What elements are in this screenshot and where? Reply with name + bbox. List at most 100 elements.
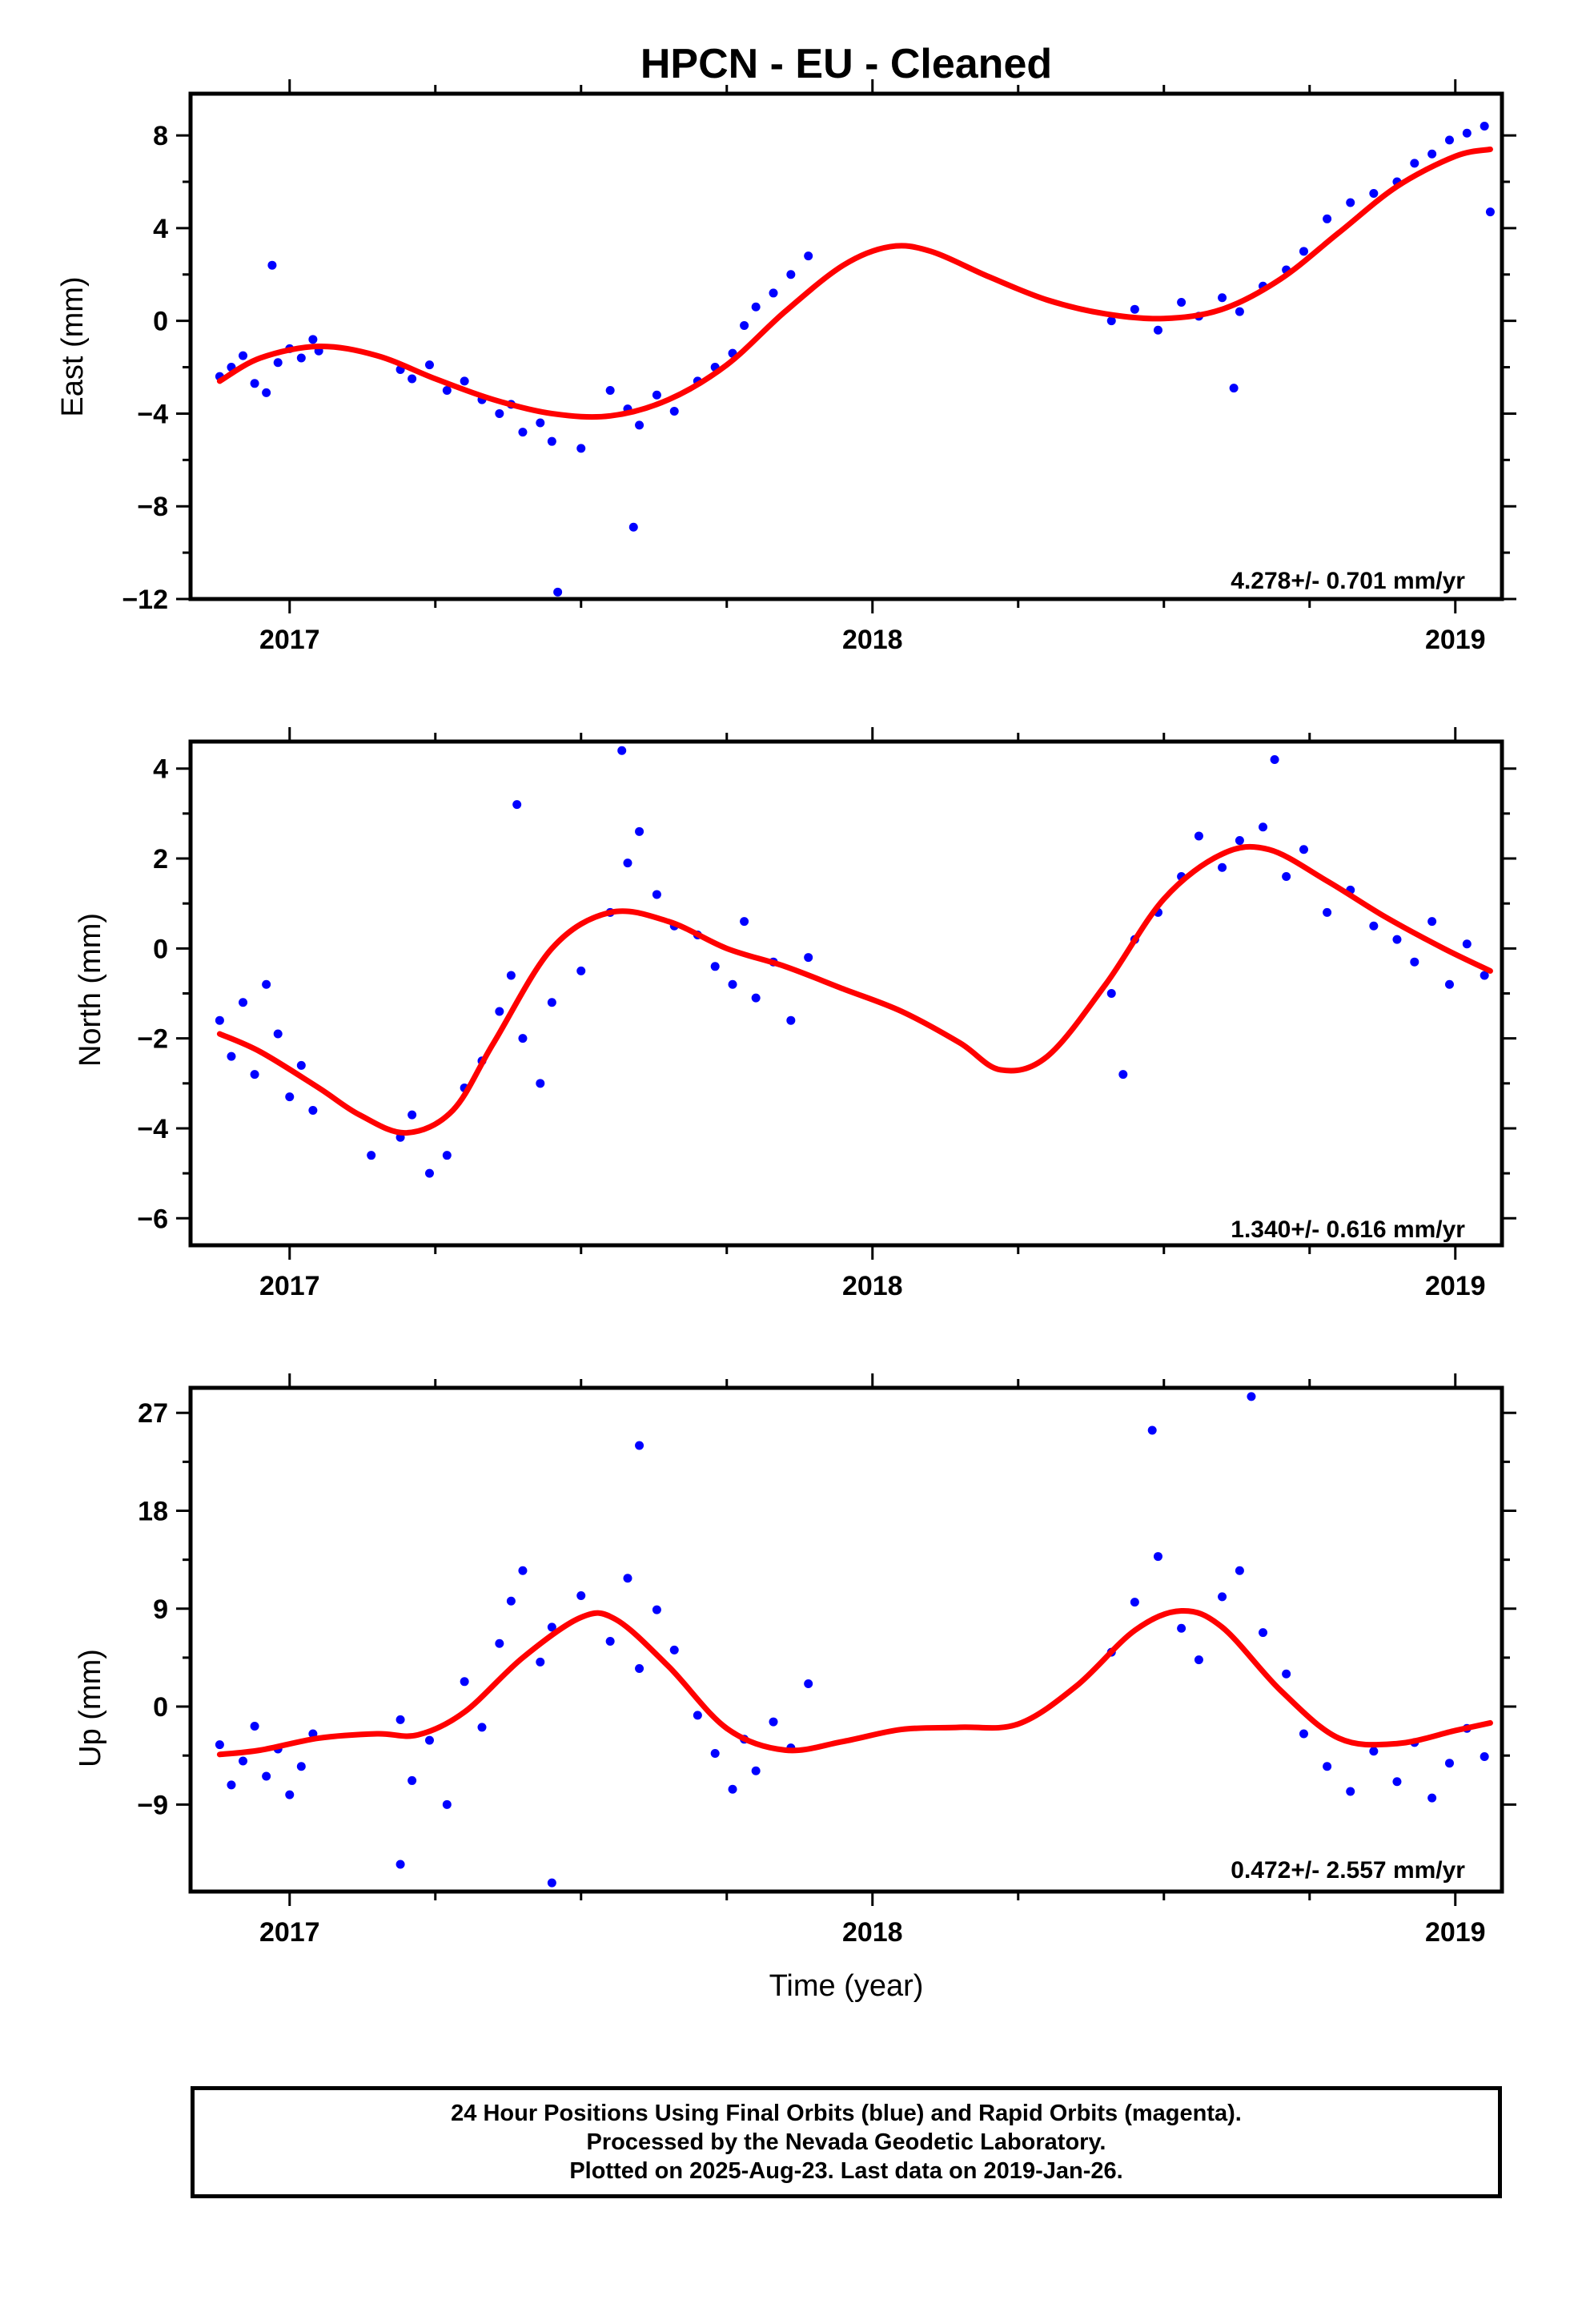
- plot-area-up: [215, 1392, 1493, 1888]
- data-point-east: [408, 374, 417, 384]
- data-point-up: [1218, 1592, 1227, 1602]
- data-point-north: [1235, 836, 1244, 846]
- data-point-east: [1480, 122, 1489, 131]
- panel-north: North (mm) 1.340+/- 0.616 mm/yr 2017 2018…: [74, 727, 1516, 1301]
- y-tick-label-east: 8: [153, 121, 168, 151]
- data-point-north: [536, 1079, 545, 1088]
- data-point-east: [1235, 307, 1244, 316]
- data-point-up: [652, 1605, 661, 1614]
- data-point-east: [669, 407, 679, 416]
- x-tick-label-east-2019: 2019: [1425, 625, 1486, 655]
- data-point-up: [1282, 1669, 1291, 1679]
- data-point-up: [1392, 1777, 1402, 1787]
- data-point-north: [652, 890, 661, 899]
- data-point-up: [576, 1590, 586, 1600]
- data-point-east: [553, 587, 563, 597]
- footer-line-1: 24 Hour Positions Using Final Orbits (bl…: [451, 2101, 1242, 2126]
- data-point-east: [1299, 247, 1308, 256]
- x-tick-label-east-2017: 2017: [259, 625, 320, 655]
- data-point-north: [506, 971, 516, 980]
- y-tick-label-up: −9: [137, 1790, 168, 1820]
- data-point-up: [1427, 1793, 1437, 1803]
- data-point-up: [1259, 1628, 1268, 1638]
- data-point-east: [635, 420, 644, 430]
- data-point-north: [1259, 822, 1268, 832]
- y-tick-label-north: 2: [153, 844, 168, 875]
- data-point-north: [1194, 831, 1203, 841]
- data-point-north: [1118, 1070, 1128, 1080]
- data-point-east: [536, 418, 545, 428]
- rate-label-north: 1.340+/- 0.616 mm/yr: [1231, 1216, 1465, 1243]
- data-point-east: [1427, 149, 1437, 159]
- data-point-east: [547, 436, 556, 446]
- data-point-north: [1270, 754, 1279, 764]
- data-point-up: [239, 1756, 248, 1766]
- data-point-east: [262, 388, 271, 397]
- data-point-up: [804, 1679, 813, 1689]
- data-point-north: [285, 1092, 295, 1102]
- y-tick-label-east: −8: [137, 492, 168, 522]
- plot-area-east: [215, 122, 1495, 597]
- data-point-north: [710, 962, 720, 971]
- y-tick-label-east: −4: [137, 399, 168, 429]
- data-point-north: [623, 858, 632, 868]
- data-point-north: [308, 1106, 318, 1116]
- fit-curve-north: [216, 843, 1493, 1136]
- rate-label-east: 4.278+/- 0.701 mm/yr: [1231, 568, 1465, 594]
- data-point-east: [1369, 188, 1379, 198]
- data-point-up: [506, 1596, 516, 1606]
- data-point-north: [1480, 971, 1489, 980]
- panel-east: East (mm) 4.278+/- 0.701 mm/yr 2017 2018 2…: [56, 79, 1516, 655]
- data-point-north: [215, 1015, 224, 1025]
- data-point-north: [617, 746, 627, 755]
- data-point-up: [1235, 1566, 1244, 1575]
- data-point-east: [1444, 135, 1454, 145]
- data-point-north: [576, 966, 586, 975]
- x-axis-label: Time (year): [769, 1969, 924, 2003]
- data-point-north: [1282, 871, 1291, 881]
- data-point-east: [1229, 384, 1239, 393]
- y-tick-label-north: −4: [137, 1114, 168, 1144]
- data-point-north: [1392, 935, 1402, 944]
- x-tick-label-north-2017: 2017: [259, 1271, 320, 1301]
- data-point-east: [751, 302, 761, 312]
- data-point-up: [1247, 1392, 1256, 1401]
- data-point-north: [635, 826, 644, 836]
- data-point-up: [623, 1574, 632, 1583]
- fit-curve-east: [216, 146, 1493, 420]
- data-point-north: [786, 1015, 796, 1025]
- y-axis-label-north: North (mm): [74, 913, 107, 1067]
- panel-frame-up: [188, 1385, 1504, 1894]
- data-point-up: [1369, 1747, 1379, 1756]
- data-point-up: [710, 1748, 720, 1758]
- data-point-up: [1147, 1425, 1157, 1435]
- data-point-north: [1106, 989, 1116, 998]
- data-point-north: [1444, 979, 1454, 989]
- data-point-up: [442, 1799, 452, 1809]
- panel-frame-north: [188, 739, 1504, 1248]
- data-point-east: [518, 428, 528, 437]
- data-point-east: [239, 351, 248, 360]
- data-point-north: [740, 917, 749, 927]
- data-point-east: [1346, 198, 1355, 207]
- data-point-up: [547, 1878, 556, 1888]
- y-tick-label-north: −6: [137, 1204, 168, 1234]
- data-point-east: [1410, 159, 1419, 168]
- x-tick-label-up-2017: 2017: [259, 1917, 320, 1948]
- data-point-north: [424, 1168, 434, 1178]
- data-point-up: [460, 1677, 469, 1687]
- data-point-up: [1177, 1623, 1186, 1633]
- data-point-up: [1444, 1759, 1454, 1768]
- data-point-east: [267, 260, 277, 270]
- data-point-east: [1153, 325, 1162, 335]
- data-point-north: [1462, 939, 1472, 949]
- data-point-up: [477, 1723, 487, 1732]
- data-point-up: [396, 1860, 405, 1869]
- data-point-up: [751, 1766, 761, 1775]
- data-point-up: [285, 1790, 295, 1799]
- data-point-up: [635, 1664, 644, 1674]
- data-point-east: [1130, 304, 1139, 314]
- data-point-north: [1369, 921, 1379, 931]
- y-tick-label-east: −12: [122, 585, 168, 615]
